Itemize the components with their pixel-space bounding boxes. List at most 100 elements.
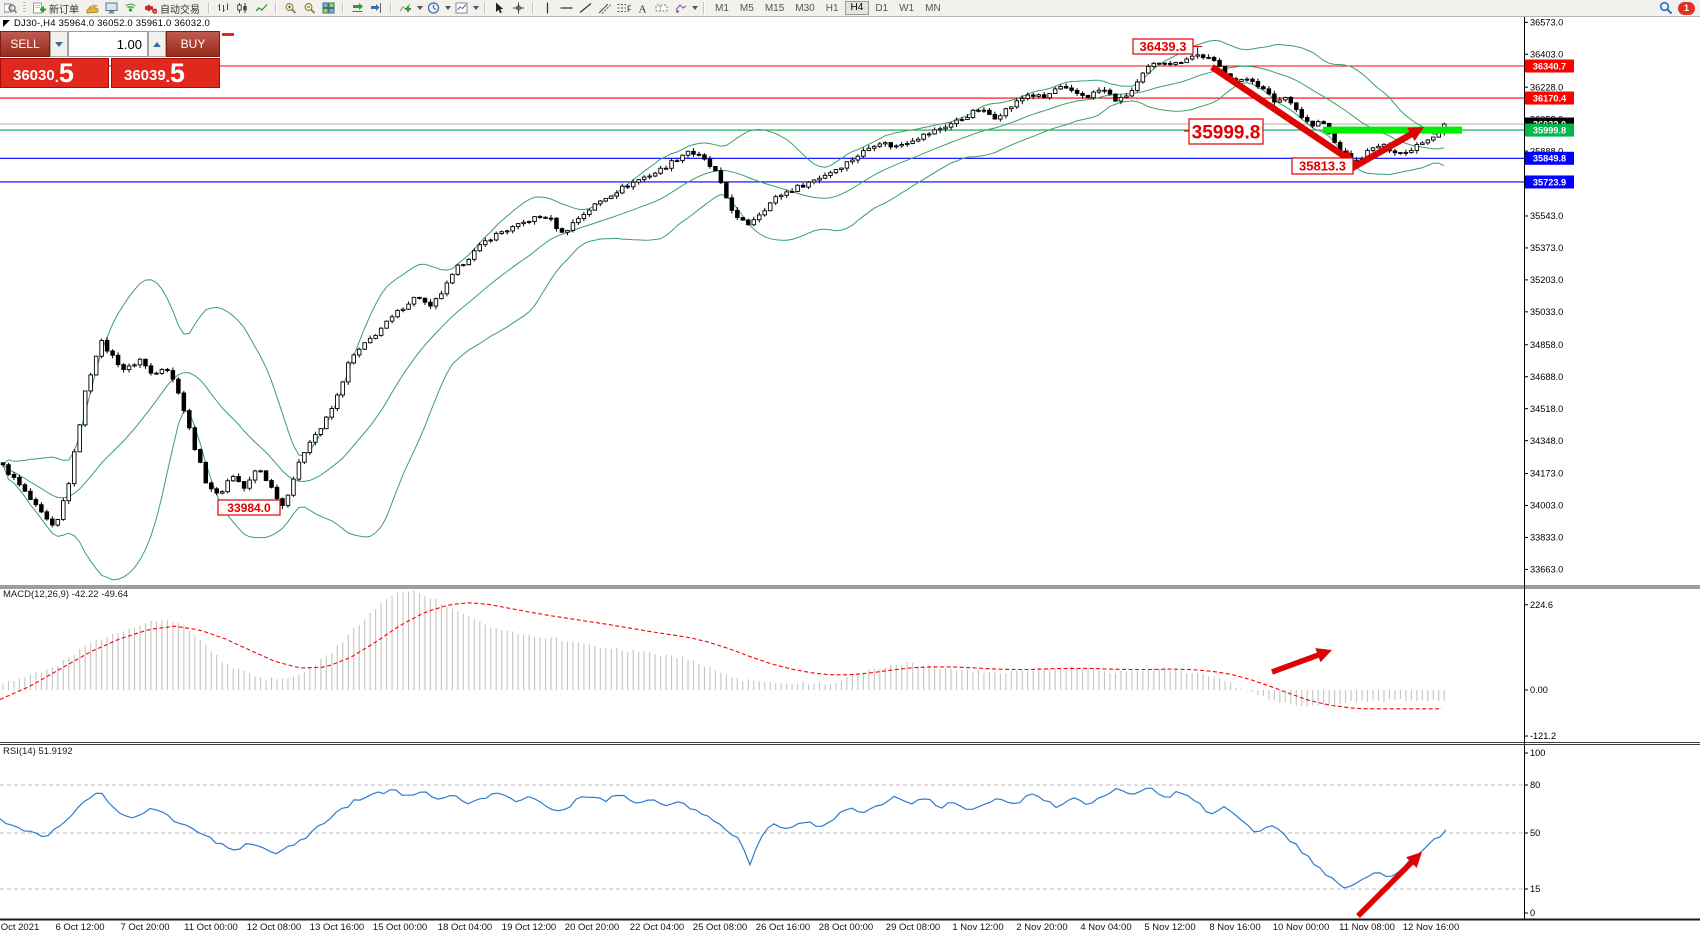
svg-text:11 Oct 00:00: 11 Oct 00:00 (184, 922, 238, 933)
svg-text:34688.0: 34688.0 (1530, 372, 1563, 382)
svg-text:33984.0: 33984.0 (227, 501, 271, 515)
zoom-out-icon[interactable] (301, 2, 318, 15)
svg-text:36439.3: 36439.3 (1140, 39, 1187, 54)
svg-text:36573.0: 36573.0 (1530, 18, 1563, 28)
timeframe-m1[interactable]: M1 (715, 2, 729, 14)
triangle-down-icon (55, 41, 63, 47)
timeframe-d1[interactable]: D1 (875, 2, 889, 14)
svg-text:33833.0: 33833.0 (1530, 533, 1563, 543)
buy-button[interactable]: BUY (166, 31, 220, 57)
svg-text:2 Nov 20:00: 2 Nov 20:00 (1016, 922, 1067, 933)
templates-dropdown-icon[interactable] (473, 6, 479, 10)
svg-text:22 Oct 04:00: 22 Oct 04:00 (630, 922, 684, 933)
new-order-label: 新订单 (49, 4, 79, 16)
market-watch-icon[interactable] (84, 2, 101, 15)
candlestick-chart-type-icon[interactable] (234, 2, 251, 15)
svg-text:100: 100 (1530, 748, 1545, 758)
svg-text:35203.0: 35203.0 (1530, 275, 1563, 285)
svg-text:34518.0: 34518.0 (1530, 404, 1563, 414)
svg-text:34003.0: 34003.0 (1530, 501, 1563, 511)
chart-symbol-title: DJ30-,H4 35964.0 36052.0 35961.0 36032.0 (3, 18, 210, 29)
sell-price-fraction: 5 (58, 58, 74, 88)
svg-text:11 Nov 08:00: 11 Nov 08:00 (1339, 922, 1395, 933)
timeframe-m30[interactable]: M30 (795, 2, 815, 14)
svg-text:1 Nov 12:00: 1 Nov 12:00 (952, 922, 1003, 933)
one-click-trading-panel: SELL 1.00 BUY 36030. 5 36039. 5 (0, 31, 220, 88)
horizontal-line-tool-icon[interactable] (558, 2, 575, 15)
svg-text:18 Oct 04:00: 18 Oct 04:00 (438, 922, 492, 933)
shapes-dropdown-icon[interactable] (692, 6, 698, 10)
cursor-icon[interactable] (491, 2, 508, 15)
svg-text:224.6: 224.6 (1530, 600, 1553, 610)
label-tool-icon[interactable]: T (653, 2, 670, 15)
auto-scroll-icon[interactable] (349, 2, 366, 15)
svg-text:35723.9: 35723.9 (1533, 177, 1566, 187)
buy-price-display[interactable]: 36039. 5 (111, 58, 220, 88)
terminal-icon[interactable] (103, 2, 120, 15)
notification-icon[interactable]: 1 (1678, 1, 1695, 15)
svg-text:6 Oct 12:00: 6 Oct 12:00 (55, 922, 104, 933)
svg-text:8 Nov 16:00: 8 Nov 16:00 (1209, 922, 1260, 933)
volume-input[interactable]: 1.00 (68, 31, 148, 57)
templates-icon[interactable] (453, 2, 470, 15)
buy-price-fraction: 5 (169, 58, 185, 88)
svg-text:12 Nov 16:00: 12 Nov 16:00 (1403, 922, 1460, 933)
svg-text:34348.0: 34348.0 (1530, 436, 1563, 446)
chart-shift-icon[interactable] (368, 2, 385, 15)
svg-text:7 Oct 20:00: 7 Oct 20:00 (120, 922, 169, 933)
timeframe-m15[interactable]: M15 (764, 2, 785, 14)
text-tool-icon[interactable]: A (634, 2, 651, 15)
indicators-dropdown-icon[interactable] (417, 6, 423, 10)
sell-price-main: 36030 (13, 67, 55, 84)
autotrade-icon (145, 4, 157, 14)
timeframe-m5[interactable]: M5 (739, 2, 754, 14)
svg-text:12 Oct 08:00: 12 Oct 08:00 (247, 922, 301, 933)
svg-text:10 Nov 00:00: 10 Nov 00:00 (1273, 922, 1330, 933)
channel-tool-icon[interactable] (596, 2, 613, 15)
sell-button[interactable]: SELL (0, 31, 50, 57)
new-order-button[interactable]: 新订单 (30, 1, 82, 16)
timeframe-h1[interactable]: H1 (825, 2, 839, 14)
svg-text:36170.4: 36170.4 (1533, 93, 1567, 103)
svg-text:T: T (658, 6, 662, 13)
shapes-tool-icon[interactable] (672, 2, 689, 15)
crosshair-icon[interactable] (510, 2, 527, 15)
timeframe-h4[interactable]: H4 (844, 1, 870, 15)
svg-text:80: 80 (1530, 780, 1540, 790)
tile-windows-icon[interactable] (320, 2, 337, 15)
volume-decrease-button[interactable] (50, 31, 68, 57)
svg-text:35999.8: 35999.8 (1533, 125, 1566, 135)
line-chart-type-icon[interactable] (253, 2, 270, 15)
svg-text:Oct 2021: Oct 2021 (1, 922, 40, 933)
volume-increase-button[interactable] (148, 31, 166, 57)
periods-dropdown-icon[interactable] (445, 6, 451, 10)
indicators-icon[interactable] (397, 2, 414, 15)
triangle-up-icon (153, 41, 161, 47)
svg-text:36340.7: 36340.7 (1533, 61, 1566, 71)
periods-icon[interactable] (425, 2, 442, 15)
signal-icon[interactable] (122, 2, 139, 15)
trendline-tool-icon[interactable] (577, 2, 594, 15)
autotrade-button[interactable]: 自动交易 (141, 1, 203, 16)
buy-price-main: 36039 (124, 67, 166, 84)
svg-text:35373.0: 35373.0 (1530, 243, 1563, 253)
fibonacci-tool-icon[interactable]: F (615, 2, 632, 15)
panel-collapse-handle[interactable] (222, 33, 234, 36)
svg-text:35888.0: 35888.0 (1530, 146, 1563, 156)
svg-text:15 Oct 00:00: 15 Oct 00:00 (373, 922, 427, 933)
vertical-line-tool-icon[interactable] (539, 2, 556, 15)
macd-indicator-label: MACD(12,26,9) -42.22 -49.64 (3, 589, 129, 600)
svg-text:F: F (627, 4, 631, 14)
timeframe-group: M1 M5 M15 M30 H1 H4 D1 W1 MN (710, 1, 946, 15)
search-icon[interactable] (1657, 1, 1674, 15)
timeframe-w1[interactable]: W1 (899, 2, 915, 14)
bar-chart-type-icon[interactable] (215, 2, 232, 15)
timeframe-mn[interactable]: MN (925, 2, 941, 14)
sell-price-display[interactable]: 36030. 5 (0, 58, 109, 88)
svg-text:36228.0: 36228.0 (1530, 82, 1563, 92)
zoom-in-icon[interactable] (282, 2, 299, 15)
svg-text:50: 50 (1530, 828, 1540, 838)
symbol-search-icon[interactable] (2, 2, 19, 15)
